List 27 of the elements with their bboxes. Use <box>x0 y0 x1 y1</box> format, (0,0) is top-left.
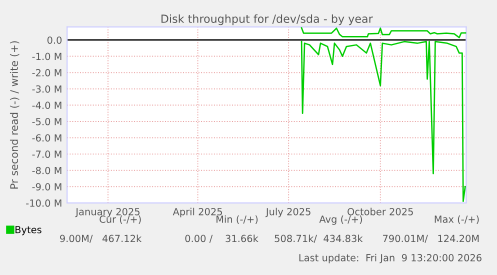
text: Min (-/+) <box>216 215 258 224</box>
text: 0.00 / 31.66k <box>185 234 258 243</box>
y-tick-label: -5.0 M <box>32 118 62 126</box>
text: Cur (-/+) <box>100 215 141 224</box>
text: 508.71k/ 434.83k <box>274 234 363 243</box>
y-tick-label: -2.0 M <box>32 69 62 76</box>
line-series <box>300 27 466 38</box>
x-tick-label: October 2025 <box>348 208 413 216</box>
y-tick-label: -6.0 M <box>32 134 62 142</box>
y-tick-label: -4.0 M <box>32 102 62 110</box>
y-tick-label: -10.0 M <box>26 199 62 207</box>
legend-label: Bytes <box>16 226 42 236</box>
text: Last update: Fri Jan 9 13:20:00 2026 <box>299 254 482 264</box>
text: 790.01M/ 124.20M <box>383 234 479 243</box>
y-tick-label: -9.0 M <box>32 183 62 190</box>
y-tick-label: -7.0 M <box>32 150 62 158</box>
text: Max (-/+) <box>434 215 479 224</box>
text: Avg (-/+) <box>319 215 362 225</box>
line-series <box>300 40 466 202</box>
chart-title: Disk throughput for /dev/sda - by year <box>162 14 373 26</box>
y-tick-label: 0.0 <box>47 36 62 44</box>
y-tick-label: -3.0 M <box>32 85 62 93</box>
y-axis-title: Pr second read (-) / write (+) <box>10 41 20 189</box>
y-tick-label: -1.0 M <box>32 52 62 60</box>
x-tick-label: July 2025 <box>265 208 310 218</box>
y-tick-label: -8.0 M <box>32 166 62 174</box>
text: 9.00M/ 467.12k <box>60 234 142 243</box>
